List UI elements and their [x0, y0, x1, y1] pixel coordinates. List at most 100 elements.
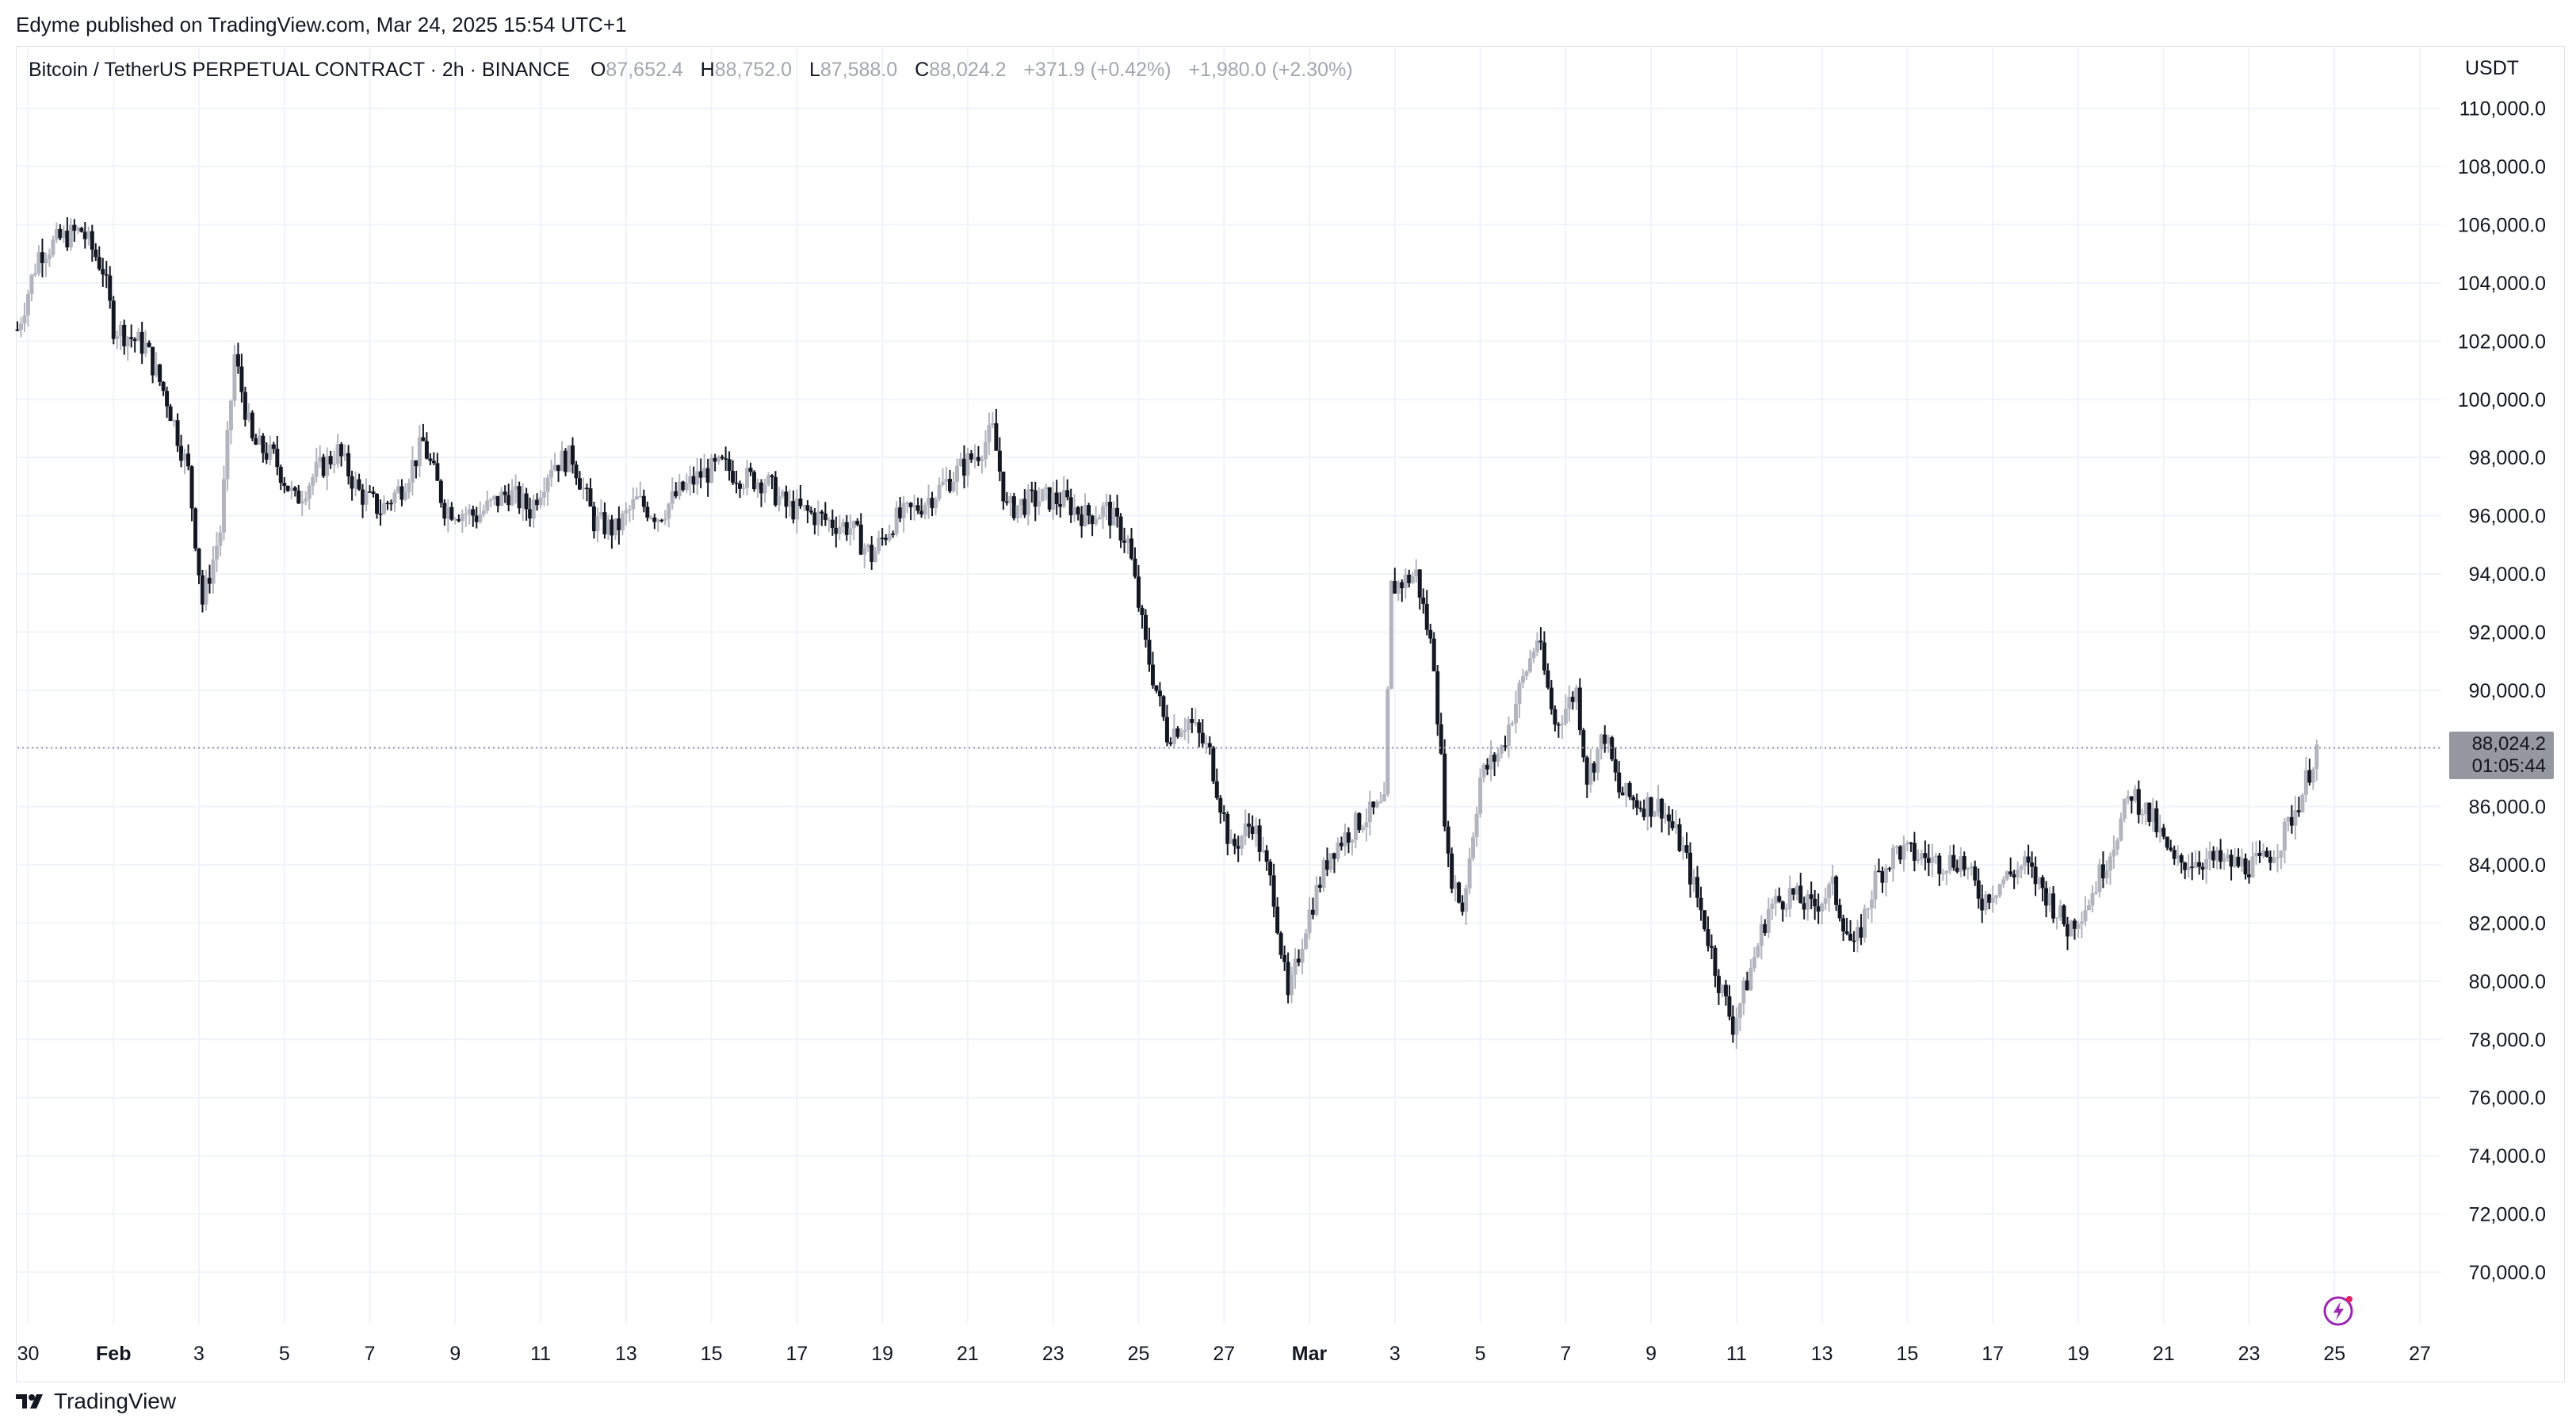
- candle-body: [1467, 858, 1472, 889]
- candle-body: [289, 487, 294, 491]
- candle-body: [1620, 792, 1625, 796]
- candle-body: [1759, 923, 1764, 946]
- candle-body: [61, 231, 66, 239]
- candle-body: [314, 461, 319, 477]
- candle-body: [495, 495, 500, 506]
- candle-body: [1627, 782, 1632, 797]
- candle-body: [752, 472, 757, 490]
- candle-body: [186, 453, 191, 467]
- candle-body: [211, 559, 216, 584]
- footer-brand[interactable]: TradingView: [16, 1389, 176, 1414]
- candle-body: [2100, 864, 2105, 879]
- candle-body: [1318, 885, 1323, 888]
- candle-body: [243, 392, 247, 420]
- candle-body: [118, 324, 123, 337]
- candle-body: [2129, 796, 2134, 801]
- candle-body: [1656, 798, 1661, 812]
- candle-body: [261, 435, 266, 453]
- candle-body: [1268, 862, 1273, 876]
- candle-body: [478, 514, 483, 522]
- candle-body: [346, 453, 351, 476]
- candle-body: [1328, 853, 1333, 870]
- candle-body: [510, 490, 514, 506]
- symbol-header[interactable]: Bitcoin / TetherUS PERPETUAL CONTRACT · …: [29, 59, 1353, 82]
- candle-body: [2154, 808, 2159, 833]
- candle-body: [325, 456, 330, 476]
- candle-body: [912, 505, 917, 507]
- candle-body: [598, 512, 603, 517]
- candle-body: [691, 476, 696, 485]
- candle-body: [1293, 958, 1298, 975]
- candle-body: [68, 224, 73, 248]
- footer-brand-label: TradingView: [54, 1389, 177, 1413]
- candle-body: [1247, 824, 1252, 827]
- candle-body: [1157, 690, 1162, 697]
- candle-body: [257, 435, 262, 445]
- candle-body: [805, 505, 810, 511]
- candle-body: [1563, 709, 1568, 724]
- candle-body: [1749, 968, 1753, 991]
- candle-body: [560, 450, 564, 472]
- candle-body: [844, 522, 849, 535]
- candle-body: [983, 442, 988, 460]
- candle-body: [724, 458, 728, 460]
- candle-body: [457, 519, 461, 522]
- candle-body: [175, 420, 180, 446]
- candle-body: [898, 507, 903, 518]
- candle-body: [2303, 770, 2308, 795]
- candle-body: [1894, 846, 1899, 848]
- x-tick-label: 3: [1389, 1343, 1401, 1365]
- symbol-name[interactable]: Bitcoin / TetherUS PERPETUAL CONTRACT · …: [29, 59, 571, 81]
- candle-body: [528, 509, 533, 519]
- x-tick-label: 7: [1560, 1343, 1571, 1365]
- y-tick-label: 76,000.0: [2469, 1088, 2546, 1110]
- x-tick-label: 9: [1645, 1343, 1657, 1365]
- candle-body: [1603, 734, 1607, 744]
- candle-body: [1428, 629, 1433, 639]
- candle-body: [1058, 503, 1063, 507]
- candle-body: [264, 453, 269, 460]
- candle-body: [741, 487, 746, 489]
- candle-body: [1204, 743, 1209, 745]
- candle-body: [667, 503, 671, 519]
- candle-body: [1360, 827, 1365, 831]
- candle-body: [72, 224, 77, 231]
- candle-body: [1489, 755, 1493, 770]
- candle-body: [1599, 734, 1603, 750]
- candle-body: [1111, 507, 1116, 526]
- candle-body: [1926, 858, 1931, 863]
- candle-body: [1033, 490, 1038, 507]
- candle-body: [1221, 812, 1226, 814]
- candle-body: [2204, 858, 2209, 870]
- candle-body: [1827, 884, 1832, 899]
- candle-body: [2243, 858, 2248, 875]
- candle-body: [1076, 506, 1080, 514]
- candle-body: [1944, 870, 1949, 873]
- candle-body: [506, 495, 511, 506]
- candle-body: [1403, 575, 1408, 589]
- candle-body: [880, 537, 885, 539]
- candle-body: [275, 449, 280, 468]
- candle-body: [1286, 961, 1290, 996]
- candle-body: [2115, 840, 2119, 850]
- candle-body: [1065, 490, 1070, 498]
- candle-body: [321, 457, 326, 476]
- candle-body: [2062, 905, 2066, 925]
- candle-body: [1507, 724, 1512, 747]
- candle-body: [1343, 832, 1347, 847]
- candle-body: [1382, 794, 1386, 802]
- candle-body: [467, 509, 472, 514]
- candle-body: [1634, 800, 1639, 808]
- candle-body: [228, 400, 233, 430]
- candle-body: [1108, 502, 1113, 526]
- candle-body: [1367, 801, 1372, 823]
- candle-body: [1364, 822, 1369, 828]
- candle-body: [168, 406, 173, 422]
- currency-label[interactable]: USDT: [2465, 57, 2520, 79]
- lightning-bolt-icon[interactable]: [2322, 1292, 2357, 1327]
- candle-body: [2066, 924, 2070, 937]
- candle-body: [1357, 812, 1362, 831]
- candle-body: [392, 492, 397, 503]
- candle-body: [32, 273, 37, 275]
